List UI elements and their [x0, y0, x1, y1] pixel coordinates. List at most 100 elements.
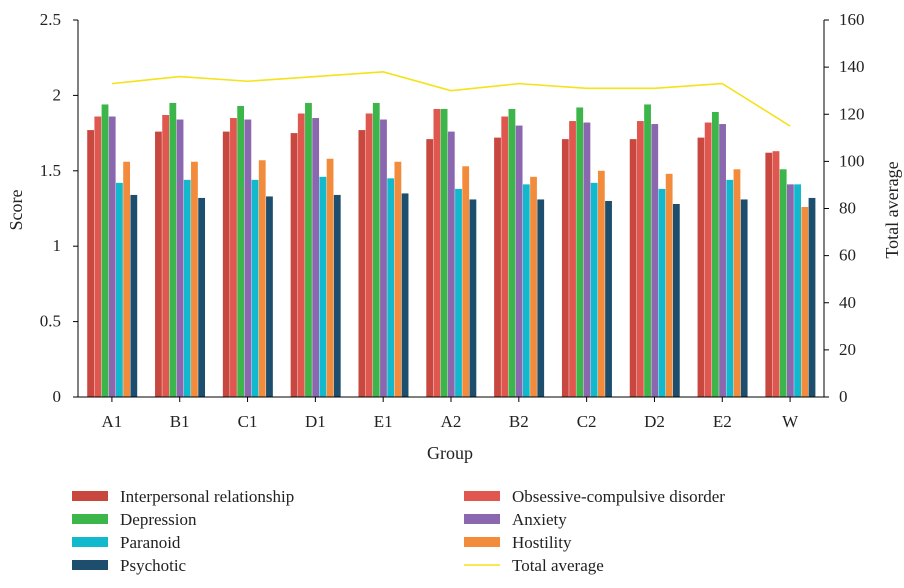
legend-item: Anxiety: [464, 510, 567, 529]
bar: [537, 199, 545, 397]
bar: [372, 102, 380, 397]
legend-item: Paranoid: [72, 533, 181, 552]
bar: [733, 169, 741, 397]
bar: [108, 116, 116, 397]
legend-swatch: [72, 537, 108, 547]
bar: [794, 184, 801, 397]
legend-item: Depression: [72, 510, 197, 529]
bar: [258, 160, 266, 397]
bar: [433, 108, 441, 397]
bar: [455, 188, 462, 397]
y2-tick-label: 140: [839, 57, 865, 76]
legend-label: Depression: [120, 510, 197, 529]
bar: [176, 119, 184, 397]
legend: Interpersonal relationship Obsessive-comp…: [72, 487, 725, 575]
bar: [130, 194, 138, 397]
bar: [169, 102, 177, 397]
bar: [326, 158, 334, 397]
legend-swatch: [464, 491, 500, 501]
bar: [155, 131, 162, 397]
bar: [312, 118, 320, 398]
y-tick-label: 0: [53, 387, 62, 406]
x-tick-label: D2: [644, 412, 665, 431]
legend-label: Paranoid: [120, 533, 181, 552]
bar: [116, 182, 123, 397]
y-tick-label: 2: [53, 85, 62, 104]
legend-swatch: [464, 514, 500, 524]
y2-tick-label: 120: [839, 104, 865, 123]
bar: [319, 176, 327, 397]
legend-label: Total average: [512, 556, 604, 575]
legend-item: Hostility: [464, 533, 572, 552]
bar: [426, 139, 434, 397]
bar: [290, 133, 298, 397]
series-line-total-average: [111, 71, 791, 127]
bar: [462, 166, 470, 397]
bar: [297, 113, 305, 397]
y2-tick-label: 40: [839, 293, 856, 312]
bar: [665, 173, 673, 397]
legend-swatch: [72, 514, 108, 524]
x-tick-label: A1: [102, 412, 123, 431]
bar: [333, 194, 341, 397]
bar: [162, 115, 170, 397]
bar: [786, 184, 794, 397]
bar: [266, 196, 273, 397]
bar: [801, 206, 809, 397]
legend-swatch: [464, 537, 500, 547]
bar: [779, 169, 787, 397]
bar: [772, 151, 780, 397]
x-axis-title: Group: [427, 443, 473, 463]
axes: 0 0.5 1 1.5 2 2.5 0 20 40 60 80 100 120 140 160 A1 B1 C1 D…: [40, 10, 865, 431]
bar: [672, 203, 680, 397]
bar: [365, 113, 373, 397]
legend-item: Psychotic: [72, 556, 187, 575]
bar: [251, 179, 259, 397]
bar: [597, 170, 605, 397]
bar: [469, 199, 477, 397]
legend-label: Interpersonal relationship: [120, 487, 294, 506]
y2-axis-title: Total average: [882, 161, 902, 258]
bar: [530, 176, 537, 397]
bar: [94, 116, 102, 397]
bar: [561, 139, 569, 397]
y-tick-label: 1.5: [40, 161, 61, 180]
bar: [740, 199, 748, 397]
bar: [230, 118, 237, 398]
bar: [515, 125, 523, 397]
bar: [522, 184, 530, 397]
x-tick-label: C1: [238, 412, 258, 431]
x-tick-label: A2: [441, 412, 462, 431]
y2-tick-label: 100: [839, 151, 865, 170]
bar: [447, 131, 455, 397]
y-tick-label: 0.5: [40, 312, 61, 331]
bar: [658, 188, 666, 397]
legend-swatch: [72, 560, 108, 570]
x-tick-label: E2: [713, 412, 732, 431]
bar: [726, 179, 734, 397]
bar: [711, 111, 719, 398]
bar: [198, 197, 206, 397]
bar: [222, 131, 230, 397]
legend-item: Total average: [464, 556, 604, 575]
y2-tick-label: 0: [839, 387, 848, 406]
x-tick-label: D1: [305, 412, 326, 431]
bar: [244, 119, 252, 397]
y2-tick-label: 160: [839, 10, 865, 29]
y-tick-label: 2.5: [40, 10, 61, 29]
y-axis-title: Score: [6, 189, 26, 230]
bar: [636, 121, 644, 397]
bar: [719, 124, 726, 398]
legend-label: Psychotic: [120, 556, 187, 575]
bar: [808, 197, 816, 397]
bar: [394, 161, 402, 397]
y-tick-label: 1: [53, 236, 62, 255]
bar: [123, 161, 131, 397]
bar: [583, 122, 591, 397]
legend-label: Hostility: [512, 533, 572, 552]
y2-tick-label: 20: [839, 340, 856, 359]
x-tick-label: C2: [577, 412, 597, 431]
y2-tick-label: 80: [839, 199, 856, 218]
bar: [305, 102, 312, 397]
